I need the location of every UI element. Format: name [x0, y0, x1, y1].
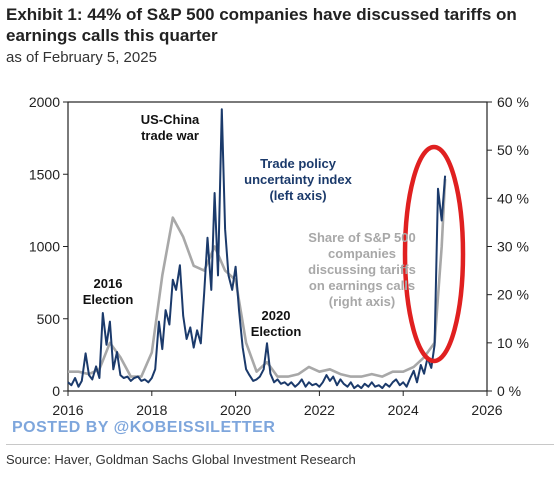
y-right-tick-label: 50 % — [497, 142, 529, 158]
x-tick-label: 2022 — [304, 402, 335, 418]
x-tick-label: 2016 — [52, 402, 83, 418]
annotation-us-china: trade war — [141, 128, 199, 143]
annotation-tpu: (left axis) — [269, 188, 326, 203]
chart-title: Exhibit 1: 44% of S&P 500 companies have… — [6, 5, 517, 45]
annotation-us-china: US-China — [141, 112, 200, 127]
annotation-share: discussing tariffs — [308, 262, 416, 277]
x-tick-label: 2020 — [220, 402, 251, 418]
annotation-2020-election: 2020 — [262, 308, 291, 323]
annotation-2016-election: 2016 — [94, 276, 123, 291]
x-tick-label: 2024 — [388, 402, 419, 418]
annotation-share: companies — [328, 246, 396, 261]
y-left-tick-label: 1500 — [29, 166, 60, 182]
annotation-share: on earnings calls — [309, 278, 415, 293]
x-tick-label: 2018 — [136, 402, 167, 418]
y-right-tick-label: 10 % — [497, 335, 529, 351]
y-right-tick-label: 20 % — [497, 287, 529, 303]
x-tick-label: 2026 — [471, 402, 502, 418]
plot-frame — [67, 101, 488, 392]
annotation-share: Share of S&P 500 — [308, 230, 415, 245]
chart-subtitle: as of February 5, 2025 — [6, 49, 157, 66]
annotation-tpu: uncertainty index — [244, 172, 352, 187]
y-left-tick-label: 1000 — [29, 239, 60, 255]
annotation-tpu: Trade policy — [260, 156, 337, 171]
share-line — [68, 179, 447, 378]
tpu-line — [67, 108, 447, 390]
annotation-2020-election: Election — [251, 324, 302, 339]
y-left-tick-label: 2000 — [29, 94, 60, 110]
highlight-ellipse — [402, 144, 466, 364]
y-right-tick-label: 40 % — [497, 190, 529, 206]
y-right-tick-label: 0 % — [497, 383, 521, 399]
y-left-tick-label: 0 — [52, 383, 60, 399]
axes-group: 2016 2018 2020 2022 2024 2026 0 500 1000 1500 2000… — [29, 94, 529, 418]
y-left-tick-label: 500 — [37, 311, 61, 327]
y-right-tick-label: 60 % — [497, 94, 529, 110]
source-divider — [6, 444, 554, 445]
y-right-tick-label: 30 % — [497, 239, 529, 255]
series-group — [67, 108, 447, 390]
annotation-share: (right axis) — [329, 294, 395, 309]
annotation-2016-election: Election — [83, 292, 134, 307]
watermark: POSTED BY @KOBEISSILETTER — [12, 419, 276, 436]
chart-area: 2016 2018 2020 2022 2024 2026 0 500 1000 1500 2000… — [29, 94, 529, 418]
source-note: Source: Haver, Goldman Sachs Global Inve… — [6, 452, 356, 467]
